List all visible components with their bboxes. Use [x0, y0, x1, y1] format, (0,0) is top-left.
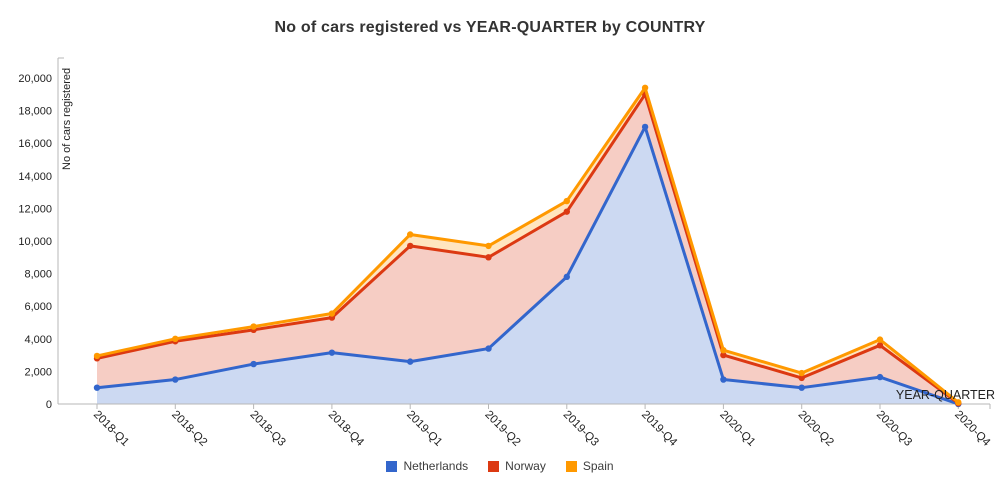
svg-text:2019-Q3: 2019-Q3	[561, 409, 601, 449]
svg-text:2018-Q3: 2018-Q3	[247, 409, 287, 449]
legend-label: Norway	[505, 459, 546, 473]
svg-text:10,000: 10,000	[18, 236, 52, 248]
legend-label: Netherlands	[403, 459, 469, 473]
svg-text:2018-Q4: 2018-Q4	[326, 409, 367, 450]
svg-text:0: 0	[46, 399, 52, 411]
svg-text:2020-Q4: 2020-Q4	[952, 409, 993, 450]
legend-label: Spain	[582, 459, 614, 473]
svg-text:8,000: 8,000	[24, 269, 52, 281]
netherlands-swatch-icon	[386, 460, 398, 472]
legend-item-norway: Norway	[488, 459, 546, 473]
svg-text:14,000: 14,000	[18, 171, 52, 183]
svg-text:18,000: 18,000	[18, 106, 52, 118]
svg-text:2019-Q1: 2019-Q1	[404, 409, 444, 449]
svg-text:12,000: 12,000	[18, 203, 52, 215]
norway-swatch-icon	[488, 460, 500, 472]
svg-text:2019-Q4: 2019-Q4	[639, 409, 680, 450]
svg-text:16,000: 16,000	[18, 138, 52, 150]
svg-text:6,000: 6,000	[24, 301, 52, 313]
chart-title: No of cars registered vs YEAR-QUARTER by…	[274, 19, 706, 36]
svg-text:2019-Q2: 2019-Q2	[482, 409, 522, 449]
spain-swatch-icon	[565, 460, 577, 472]
svg-text:2018-Q2: 2018-Q2	[169, 409, 209, 449]
svg-text:20,000: 20,000	[18, 73, 52, 85]
svg-text:2,000: 2,000	[24, 366, 52, 378]
svg-text:2020-Q1: 2020-Q1	[717, 409, 757, 449]
chart-legend: Netherlands Norway Spain	[0, 459, 1000, 473]
legend-item-netherlands: Netherlands	[386, 459, 468, 473]
legend-item-spain: Spain	[565, 459, 614, 473]
y-axis-title: No of cars registered	[61, 67, 73, 170]
svg-text:2018-Q1: 2018-Q1	[91, 409, 131, 449]
svg-text:4,000: 4,000	[24, 334, 52, 346]
svg-text:2020-Q2: 2020-Q2	[796, 409, 836, 449]
svg-text:2020-Q3: 2020-Q3	[874, 409, 914, 449]
x-axis-title: YEAR-QUARTER	[895, 388, 995, 402]
